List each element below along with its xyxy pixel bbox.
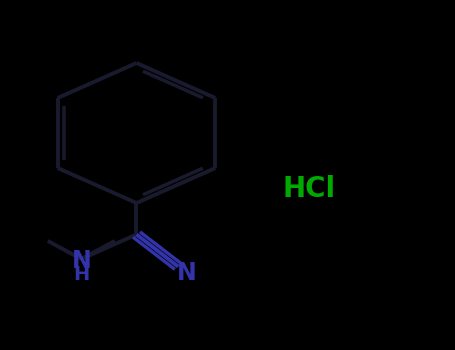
Text: N: N — [71, 249, 91, 273]
Text: H: H — [73, 265, 90, 284]
Text: HCl: HCl — [283, 175, 336, 203]
Text: N: N — [177, 261, 196, 285]
